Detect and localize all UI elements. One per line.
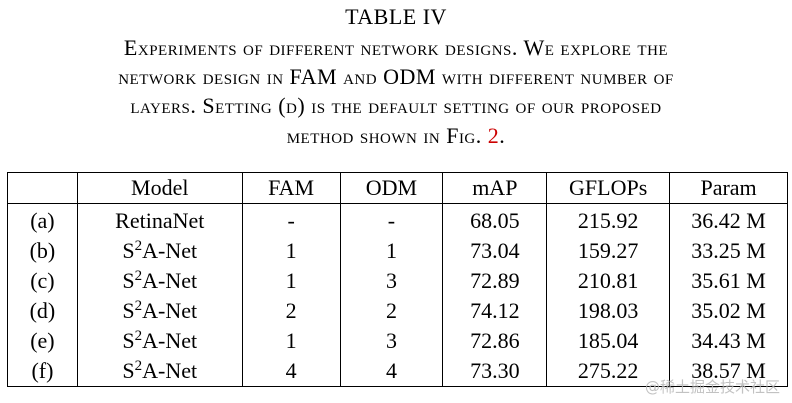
cell-setting: (f) xyxy=(7,356,78,387)
model-name-base: S xyxy=(122,268,135,293)
cell-model: S2A-Net xyxy=(76,296,243,326)
header-param: Param xyxy=(669,172,788,204)
table-row: (b) S2A-Net 1 1 73.04 159.27 33.25 M xyxy=(7,236,788,266)
cell-param: 34.43 M xyxy=(669,326,788,356)
cell-gflops: 210.81 xyxy=(546,266,670,296)
model-name-rest: A-Net xyxy=(142,358,198,383)
cell-map: 68.05 xyxy=(442,203,547,236)
model-name-superscript: 2 xyxy=(134,238,143,254)
caption-line-1: Experiments of different network designs… xyxy=(123,35,669,60)
cell-odm: 4 xyxy=(339,356,443,387)
table-row: (a) RetinaNet - - 68.05 215.92 36.42 M xyxy=(7,203,788,236)
cell-param: 38.57 M xyxy=(669,356,788,387)
cell-model: RetinaNet xyxy=(76,203,243,236)
model-name-rest: A-Net xyxy=(142,298,198,323)
caption-line-2: network design in FAM and ODM with diffe… xyxy=(118,64,674,89)
model-name-superscript: 2 xyxy=(134,268,143,284)
cell-setting: (b) xyxy=(7,236,78,266)
table-row: (d) S2A-Net 2 2 74.12 198.03 35.02 M xyxy=(7,296,788,326)
cell-gflops: 215.92 xyxy=(546,203,670,236)
table-row: (f) S2A-Net 4 4 73.30 275.22 38.57 M xyxy=(7,356,788,387)
caption-line-4: method shown in Fig. 2. xyxy=(0,121,792,151)
cell-param-best: 33.25 M xyxy=(669,236,788,266)
cell-fam: 1 xyxy=(241,236,341,266)
cell-fam: 4 xyxy=(241,356,341,387)
cell-fam: - xyxy=(241,203,341,236)
cell-gflops-best: 159.27 xyxy=(546,236,670,266)
header-odm: ODM xyxy=(339,172,443,204)
cell-model: S2A-Net xyxy=(76,356,243,387)
cell-fam: 2 xyxy=(241,296,341,326)
caption-line-4-text: method shown in Fig. xyxy=(286,123,488,148)
table-row: (e) S2A-Net 1 3 72.86 185.04 34.43 M xyxy=(7,326,788,356)
table-label: TABLE IV xyxy=(345,4,447,29)
cell-odm: - xyxy=(339,203,443,236)
header-model: Model xyxy=(76,172,243,204)
cell-map: 72.89 xyxy=(442,266,547,296)
header-fam: FAM xyxy=(241,172,341,204)
cell-map: 72.86 xyxy=(442,326,547,356)
header-gflops: GFLOPs xyxy=(546,172,670,204)
results-table: Model FAM ODM mAP GFLOPs Param (a) Retin… xyxy=(7,172,788,387)
figure-reference-link[interactable]: 2 xyxy=(487,123,500,148)
model-name-rest: A-Net xyxy=(142,238,198,263)
cell-fam: 1 xyxy=(241,326,341,356)
cell-model: S2A-Net xyxy=(76,236,243,266)
cell-model: S2A-Net xyxy=(76,266,243,296)
caption-line-4-period: . xyxy=(499,123,506,148)
cell-gflops: 275.22 xyxy=(546,356,670,387)
caption-line-3: layers. Setting (d) is the default setti… xyxy=(130,93,662,118)
model-name-rest: A-Net xyxy=(142,328,198,353)
model-name-rest: A-Net xyxy=(142,268,198,293)
cell-param: 36.42 M xyxy=(669,203,788,236)
cell-setting: (c) xyxy=(7,266,78,296)
header-setting xyxy=(7,172,78,204)
cell-param: 35.02 M xyxy=(669,296,788,326)
watermark: @稀土掘金技术社区 xyxy=(644,378,780,396)
model-name-superscript: 2 xyxy=(134,298,143,314)
table-header-row: Model FAM ODM mAP GFLOPs Param xyxy=(7,172,788,204)
table-row: (c) S2A-Net 1 3 72.89 210.81 35.61 M xyxy=(7,266,788,296)
cell-setting: (d) xyxy=(7,296,78,326)
model-name-superscript: 2 xyxy=(134,328,143,344)
cell-fam: 1 xyxy=(241,266,341,296)
cell-odm: 3 xyxy=(339,266,443,296)
cell-setting: (a) xyxy=(7,203,78,236)
header-map: mAP xyxy=(442,172,547,204)
model-name-base: S xyxy=(122,298,135,323)
model-name-base: S xyxy=(122,358,135,383)
cell-param: 35.61 M xyxy=(669,266,788,296)
cell-gflops: 198.03 xyxy=(546,296,670,326)
cell-map: 73.30 xyxy=(442,356,547,387)
model-name-base: S xyxy=(122,328,135,353)
model-name-base: S xyxy=(122,238,135,263)
model-name-superscript: 2 xyxy=(134,358,143,374)
cell-odm: 3 xyxy=(339,326,443,356)
cell-setting: (e) xyxy=(7,326,78,356)
cell-map: 73.04 xyxy=(442,236,547,266)
cell-model: S2A-Net xyxy=(76,326,243,356)
cell-gflops: 185.04 xyxy=(546,326,670,356)
model-name: RetinaNet xyxy=(115,208,205,233)
cell-odm: 1 xyxy=(339,236,443,266)
cell-odm: 2 xyxy=(339,296,443,326)
cell-map-best: 74.12 xyxy=(442,296,547,326)
